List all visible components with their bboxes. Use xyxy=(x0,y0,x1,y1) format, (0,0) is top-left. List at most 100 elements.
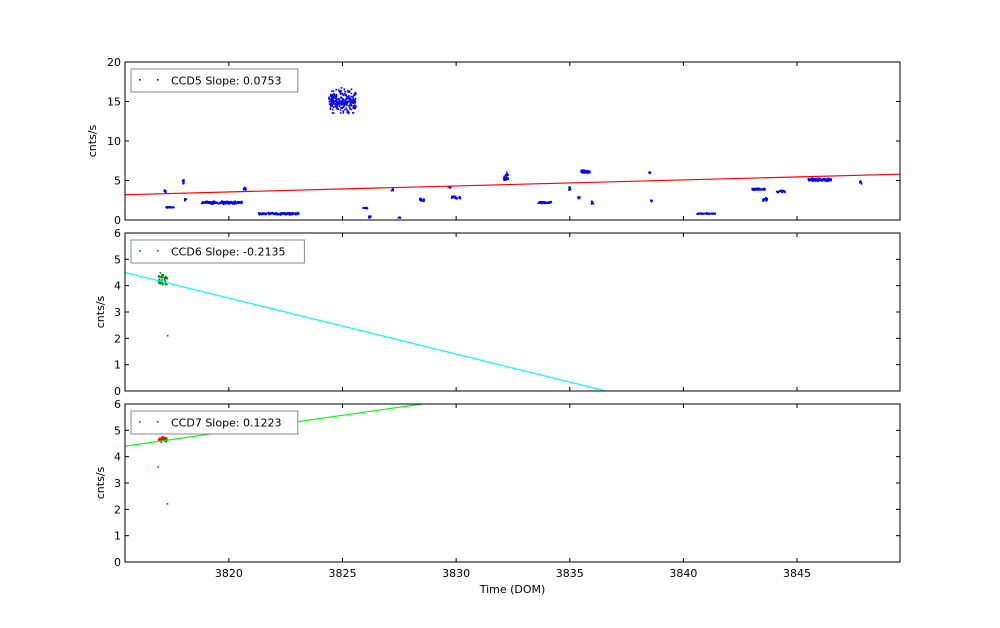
data-point xyxy=(713,212,715,215)
data-point xyxy=(161,282,164,284)
data-point xyxy=(271,211,274,214)
data-point xyxy=(164,279,167,282)
data-point xyxy=(259,212,262,215)
data-point xyxy=(331,90,333,93)
data-point xyxy=(459,196,462,198)
data-point xyxy=(347,96,350,99)
data-point xyxy=(753,189,755,191)
data-point xyxy=(165,206,167,209)
data-point xyxy=(711,213,713,215)
data-point xyxy=(204,200,207,203)
data-point xyxy=(342,98,345,100)
data-point xyxy=(165,437,168,439)
data-point xyxy=(392,189,395,192)
data-point xyxy=(454,195,457,198)
data-point xyxy=(269,213,272,216)
data-point xyxy=(812,177,814,180)
data-point xyxy=(820,180,823,182)
data-point xyxy=(183,178,185,181)
data-point xyxy=(163,277,166,280)
data-point xyxy=(506,173,509,175)
data-point xyxy=(505,176,507,179)
y-tick-label: 1 xyxy=(114,359,121,372)
data-point xyxy=(331,99,334,101)
data-point xyxy=(755,187,758,190)
x-tick-label: 3835 xyxy=(556,567,584,580)
data-point xyxy=(577,196,579,198)
data-point xyxy=(344,102,347,104)
data-point xyxy=(368,215,370,218)
data-point xyxy=(345,104,348,106)
data-point xyxy=(264,213,267,216)
data-point xyxy=(696,212,699,215)
x-tick-label: 3825 xyxy=(329,567,357,580)
data-point xyxy=(166,334,169,337)
data-point xyxy=(166,206,168,208)
data-point xyxy=(548,201,550,203)
data-point xyxy=(345,97,348,100)
data-point xyxy=(346,95,348,98)
legend-box xyxy=(130,239,305,264)
data-point xyxy=(582,169,585,171)
data-point xyxy=(350,108,353,111)
y-tick-label: 4 xyxy=(114,451,121,464)
data-point xyxy=(419,198,421,200)
data-point xyxy=(161,274,163,276)
y-tick-label: 5 xyxy=(114,253,121,266)
data-point xyxy=(342,112,345,114)
data-point xyxy=(339,112,342,114)
data-point xyxy=(338,98,341,101)
data-point xyxy=(329,103,332,106)
data-point xyxy=(228,201,231,204)
data-point xyxy=(701,212,704,215)
data-point xyxy=(342,103,344,106)
data-point xyxy=(243,187,245,190)
data-point xyxy=(232,202,234,205)
y-tick-label: 6 xyxy=(114,227,121,240)
data-point xyxy=(231,201,233,204)
data-point xyxy=(266,212,268,215)
data-point xyxy=(161,276,163,279)
data-point xyxy=(354,104,356,106)
data-point xyxy=(420,197,422,200)
data-point xyxy=(349,102,352,104)
data-point xyxy=(210,203,213,206)
data-point xyxy=(569,188,571,191)
data-point xyxy=(458,196,461,198)
data-point xyxy=(763,197,765,200)
data-point xyxy=(354,100,356,103)
data-point xyxy=(455,197,458,199)
data-point xyxy=(258,213,261,216)
y-tick-label: 5 xyxy=(114,175,121,188)
data-point xyxy=(334,94,336,97)
data-point xyxy=(331,104,334,107)
data-point xyxy=(164,437,167,439)
data-point xyxy=(828,178,830,181)
data-point xyxy=(340,87,343,89)
y-axis-label: cnts/s xyxy=(94,466,107,499)
data-point xyxy=(226,200,229,203)
data-point xyxy=(338,102,340,105)
data-point xyxy=(225,202,227,204)
data-point xyxy=(163,276,165,279)
data-point xyxy=(166,503,169,505)
data-point xyxy=(507,178,510,180)
data-point xyxy=(390,189,393,192)
y-tick-label: 20 xyxy=(107,56,121,69)
data-point xyxy=(829,179,832,182)
data-point xyxy=(345,94,348,96)
data-point xyxy=(218,203,220,205)
data-point xyxy=(397,217,400,219)
data-point xyxy=(344,92,346,95)
data-point xyxy=(331,97,333,99)
data-point xyxy=(341,97,344,100)
data-point xyxy=(807,177,810,180)
data-point xyxy=(505,173,507,176)
data-point xyxy=(328,103,331,105)
data-point xyxy=(811,177,813,179)
data-point xyxy=(541,202,543,204)
data-point xyxy=(349,98,352,100)
data-point xyxy=(265,212,267,215)
data-point xyxy=(221,200,223,202)
